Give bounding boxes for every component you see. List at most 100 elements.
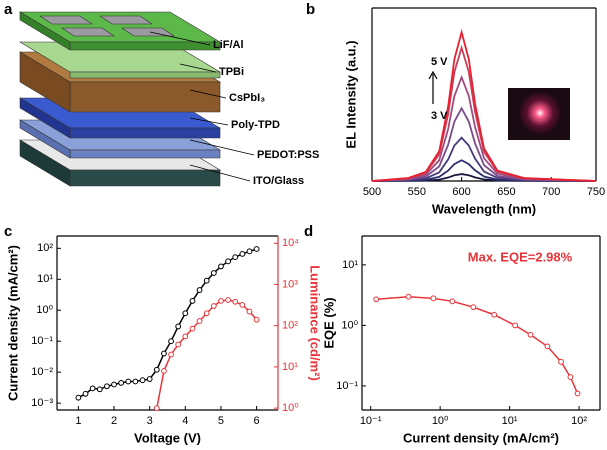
marker bbox=[125, 378, 132, 385]
marker bbox=[175, 323, 182, 330]
marker bbox=[567, 374, 574, 380]
marker bbox=[132, 378, 139, 385]
y2-tick-label: 10¹ bbox=[282, 361, 298, 373]
layer-label: TPBi bbox=[219, 66, 244, 78]
marker bbox=[246, 248, 253, 255]
x-axis-label: Wavelength (nm) bbox=[432, 201, 536, 216]
marker bbox=[196, 318, 203, 324]
series-line bbox=[371, 74, 597, 182]
marker bbox=[104, 383, 110, 390]
x-tick-label: 10² bbox=[571, 415, 587, 427]
marker bbox=[82, 390, 89, 397]
marker bbox=[203, 277, 210, 284]
marker bbox=[232, 298, 239, 305]
x-tick-label: 750 bbox=[587, 186, 605, 198]
x-tick-label: 550 bbox=[408, 186, 426, 198]
y-tick-label: 10⁻³ bbox=[31, 397, 53, 409]
marker bbox=[111, 381, 117, 388]
y-tick-label: 10⁻¹ bbox=[336, 380, 358, 392]
series-line bbox=[78, 248, 257, 399]
panel-label: c bbox=[4, 223, 12, 240]
y-axis-label: EQE (%) bbox=[321, 297, 336, 348]
layer-label: CsPbI₃ bbox=[229, 92, 265, 104]
marker bbox=[527, 331, 534, 338]
y-axis-label: Current density (mA/cm²) bbox=[5, 245, 20, 401]
voltage-arrow bbox=[428, 70, 438, 104]
marker bbox=[196, 287, 203, 293]
layer-label: ITO/Glass bbox=[253, 175, 304, 187]
layer-label: LiF/Al bbox=[213, 39, 244, 51]
inset-photo bbox=[508, 88, 570, 140]
x-tick-label: 10¹ bbox=[502, 415, 518, 427]
marker bbox=[139, 377, 146, 384]
x-axis-label: Current density (mA/cm²) bbox=[403, 430, 559, 445]
marker bbox=[225, 258, 231, 265]
marker bbox=[218, 263, 224, 270]
marker bbox=[203, 310, 210, 317]
marker bbox=[182, 310, 189, 317]
marker bbox=[430, 295, 437, 302]
x-tick-label: 10⁰ bbox=[432, 415, 449, 427]
series-line bbox=[371, 159, 597, 182]
y-tick-label: 10⁻¹ bbox=[31, 335, 53, 347]
marker bbox=[239, 251, 246, 257]
layer-label: Poly-TPD bbox=[231, 119, 280, 131]
marker bbox=[512, 322, 519, 329]
marker bbox=[161, 367, 167, 374]
marker bbox=[189, 325, 196, 332]
series-line bbox=[376, 295, 579, 394]
y2-tick-label: 10⁰ bbox=[282, 402, 299, 414]
marker bbox=[544, 343, 551, 350]
marker bbox=[210, 270, 217, 276]
x-tick-label: 4 bbox=[182, 415, 188, 427]
panel-label: d bbox=[304, 223, 313, 240]
marker bbox=[175, 341, 182, 348]
y2-tick-label: 10² bbox=[282, 320, 298, 332]
x-tick-label: 5 bbox=[218, 415, 224, 427]
x-tick-label: 1 bbox=[75, 415, 81, 427]
y-tick-label: 10⁰ bbox=[341, 319, 358, 331]
marker bbox=[182, 333, 189, 340]
y2-tick-label: 10³ bbox=[282, 278, 298, 290]
y-tick-label: 10¹ bbox=[37, 273, 53, 285]
x-tick-label: 6 bbox=[254, 415, 260, 427]
x-tick-label: 3 bbox=[147, 415, 153, 427]
x-tick-label: 700 bbox=[542, 186, 560, 198]
marker bbox=[239, 301, 246, 308]
marker bbox=[373, 296, 380, 303]
marker bbox=[470, 304, 477, 311]
marker bbox=[96, 386, 103, 393]
x-tick-label: 600 bbox=[452, 186, 470, 198]
layer-electrode bbox=[18, 11, 222, 51]
device-stack bbox=[18, 11, 255, 187]
marker bbox=[210, 303, 217, 309]
series-line bbox=[371, 136, 597, 182]
y2-tick-label: 10⁴ bbox=[282, 237, 299, 249]
x-tick-label: 650 bbox=[497, 186, 515, 198]
y-axis-label: EL Intensity (a.u.) bbox=[343, 40, 358, 148]
marker bbox=[189, 298, 196, 304]
y-tick-label: 10¹ bbox=[342, 259, 358, 271]
marker bbox=[253, 246, 260, 252]
x-tick-label: 500 bbox=[363, 186, 381, 198]
marker bbox=[75, 394, 82, 401]
series-line bbox=[371, 44, 597, 182]
marker bbox=[246, 308, 253, 315]
annotation: 5 V bbox=[431, 56, 448, 68]
series-line bbox=[371, 28, 597, 182]
annotation: 3 V bbox=[431, 110, 448, 122]
annotation: Max. EQE=2.98% bbox=[468, 249, 573, 264]
marker bbox=[491, 311, 498, 318]
marker bbox=[558, 358, 564, 365]
marker bbox=[253, 316, 260, 323]
leader-lines bbox=[149, 31, 255, 182]
series-line bbox=[371, 106, 597, 182]
y-tick-label: 10⁻² bbox=[31, 366, 53, 378]
panel-label: b bbox=[306, 1, 315, 18]
marker bbox=[146, 376, 153, 382]
panel-label: a bbox=[4, 1, 13, 18]
marker bbox=[168, 338, 174, 345]
y-tick-label: 10² bbox=[37, 242, 53, 254]
